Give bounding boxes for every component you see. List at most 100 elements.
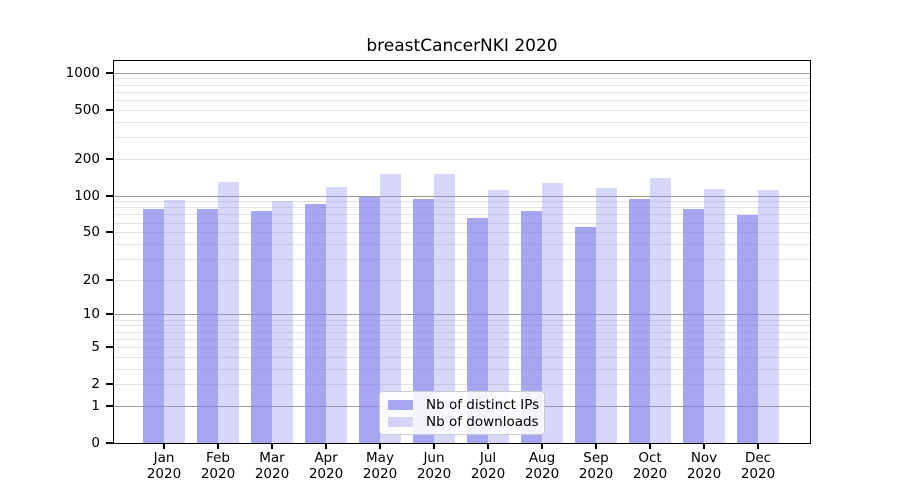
y-tick-500	[106, 108, 113, 111]
bar-distinct-ips-feb	[197, 208, 218, 443]
x-label-year: 2020	[416, 466, 452, 482]
legend: Nb of distinct IPs Nb of downloads	[379, 391, 545, 435]
x-tick-feb	[217, 444, 219, 449]
x-label-month: Feb	[206, 450, 230, 466]
y-tick-label-500: 500	[74, 101, 100, 118]
minor-gridline-9	[114, 319, 810, 321]
x-tick-mar	[271, 444, 273, 449]
y-tick-label-1000: 1000	[65, 64, 100, 81]
bar-downloads-dec	[758, 190, 779, 443]
x-tick-jul	[487, 444, 489, 449]
plot-area	[113, 60, 811, 444]
minor-gridline-2	[114, 384, 810, 386]
x-tick-label-jul: Jul 2020	[460, 450, 516, 482]
major-gridline-1000	[114, 72, 810, 74]
minor-gridline-80	[114, 207, 810, 209]
x-label-month: Dec	[744, 450, 772, 466]
minor-gridline-500	[114, 109, 810, 111]
x-label-year: 2020	[362, 466, 398, 482]
y-tick-label-5: 5	[91, 338, 100, 355]
y-tick-label-20: 20	[82, 271, 100, 288]
x-label-year: 2020	[146, 466, 182, 482]
x-tick-label-jan: Jan 2020	[136, 450, 192, 482]
x-tick-label-mar: Mar 2020	[244, 450, 300, 482]
bar-distinct-ips-dec	[737, 215, 758, 443]
x-tick-dec	[757, 444, 759, 449]
y-tick-label-0: 0	[91, 435, 100, 451]
legend-swatch-downloads-icon	[388, 417, 413, 427]
y-tick-10	[106, 313, 113, 316]
legend-label-downloads: Nb of downloads	[426, 414, 539, 430]
x-label-month: Nov	[690, 450, 718, 466]
bar-distinct-ips-oct	[629, 199, 650, 443]
bar-downloads-mar	[272, 200, 293, 443]
minor-gridline-90	[114, 201, 810, 203]
y-tick-label-100: 100	[74, 187, 100, 204]
x-label-month: Jun	[423, 450, 445, 466]
bar-downloads-nov	[704, 189, 725, 443]
x-label-year: 2020	[308, 466, 344, 482]
x-tick-label-sep: Sep 2020	[568, 450, 624, 482]
x-label-year: 2020	[686, 466, 722, 482]
bar-downloads-aug	[542, 182, 563, 443]
x-label-month: Aug	[528, 450, 556, 466]
bar-downloads-may	[380, 173, 401, 443]
minor-gridline-60	[114, 222, 810, 224]
y-tick-label-200: 200	[74, 150, 100, 167]
y-tick-label-50: 50	[82, 224, 100, 241]
x-label-month: Jul	[479, 450, 497, 466]
bar-distinct-ips-jul	[467, 217, 488, 443]
minor-gridline-200	[114, 158, 810, 160]
minor-gridline-700	[114, 91, 810, 93]
major-gridline-100	[114, 195, 810, 197]
x-tick-label-jun: Jun 2020	[406, 450, 462, 482]
x-label-year: 2020	[200, 466, 236, 482]
minor-gridline-20	[114, 279, 810, 281]
chart-title: breastCancerNKI 2020	[366, 36, 558, 56]
bar-distinct-ips-jan	[143, 208, 164, 443]
x-tick-oct	[649, 444, 651, 449]
minor-gridline-8	[114, 325, 810, 327]
y-tick-5	[106, 345, 113, 348]
legend-label-distinct-ips: Nb of distinct IPs	[426, 397, 540, 413]
x-label-month: Jan	[153, 450, 175, 466]
x-tick-nov	[703, 444, 705, 449]
minor-gridline-5	[114, 346, 810, 348]
y-tick-20	[106, 278, 113, 281]
x-label-year: 2020	[578, 466, 614, 482]
y-tick-label-10: 10	[82, 306, 100, 323]
bar-downloads-feb	[218, 181, 239, 443]
bar-distinct-ips-jun	[413, 199, 434, 443]
minor-gridline-40	[114, 243, 810, 245]
bar-downloads-jul	[488, 189, 509, 443]
x-tick-jun	[433, 444, 435, 449]
x-label-month: Oct	[638, 450, 662, 466]
bar-downloads-jan	[164, 199, 185, 443]
x-label-month: May	[366, 450, 394, 466]
x-tick-aug	[541, 444, 543, 449]
minor-gridline-800	[114, 84, 810, 86]
x-tick-apr	[325, 444, 327, 449]
bar-distinct-ips-sep	[575, 227, 596, 443]
x-label-year: 2020	[632, 466, 668, 482]
y-tick-0	[106, 442, 113, 444]
y-tick-2	[106, 383, 113, 386]
minor-gridline-600	[114, 99, 810, 101]
x-tick-label-feb: Feb 2020	[190, 450, 246, 482]
y-tick-100	[106, 194, 113, 197]
minor-gridline-3	[114, 368, 810, 370]
x-label-month: Apr	[314, 450, 338, 466]
bar-downloads-apr	[326, 186, 347, 443]
x-label-year: 2020	[470, 466, 506, 482]
minor-gridline-4	[114, 356, 810, 358]
y-tick-1000	[106, 71, 113, 74]
minor-gridline-300	[114, 136, 810, 138]
x-label-year: 2020	[524, 466, 560, 482]
minor-gridline-70	[114, 214, 810, 216]
bar-downloads-sep	[596, 188, 617, 443]
x-tick-label-apr: Apr 2020	[298, 450, 354, 482]
minor-gridline-900	[114, 78, 810, 80]
bar-downloads-jun	[434, 173, 455, 443]
y-tick-label-1: 1	[91, 397, 100, 414]
